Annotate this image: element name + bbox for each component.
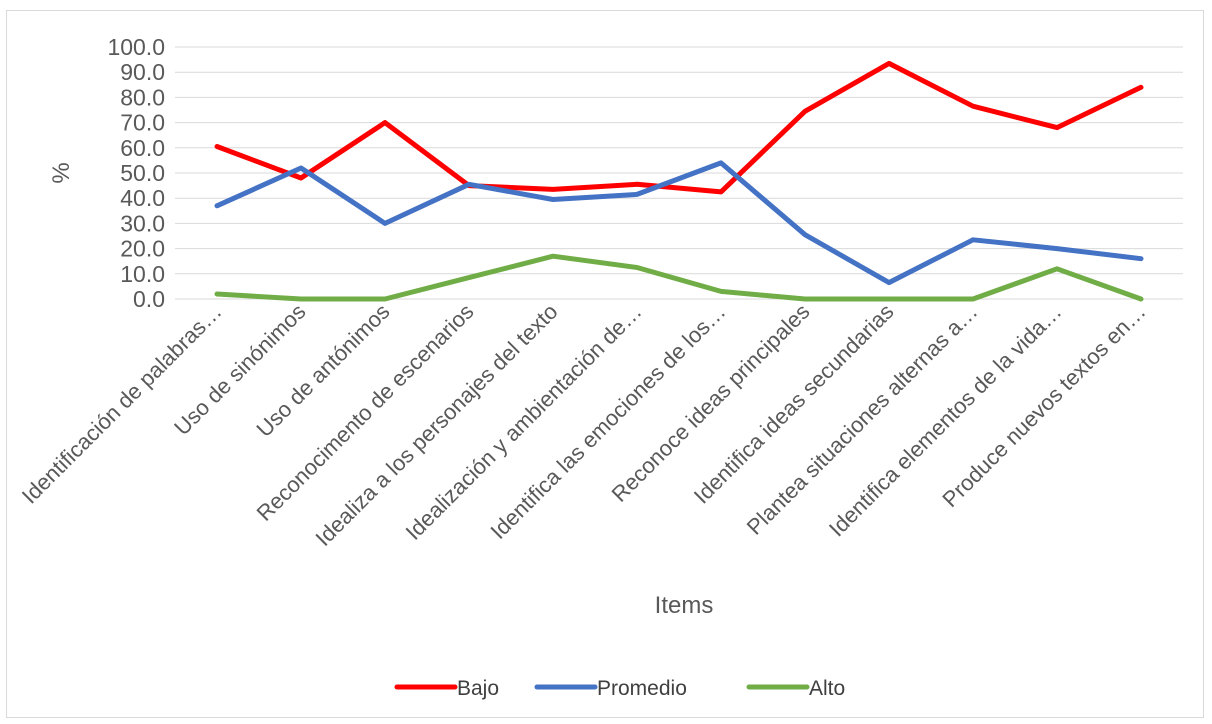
y-axis-title: % bbox=[48, 162, 75, 183]
legend: Bajo Promedio Alto bbox=[394, 677, 845, 700]
y-tick-label: 40.0 bbox=[120, 185, 165, 211]
x-axis-title: Items bbox=[655, 592, 714, 619]
y-tick-label: 20.0 bbox=[120, 236, 165, 262]
y-axis-tick-labels: 0.010.020.030.040.050.060.070.080.090.01… bbox=[107, 34, 165, 312]
y-tick-label: 10.0 bbox=[120, 261, 165, 287]
series-line-alto bbox=[214, 253, 1144, 302]
y-tick-label: 60.0 bbox=[120, 135, 165, 161]
line-chart: 0.010.020.030.040.050.060.070.080.090.01… bbox=[17, 34, 1183, 700]
y-tick-label: 80.0 bbox=[120, 84, 165, 110]
y-tick-label: 0.0 bbox=[133, 286, 165, 312]
series-line-bajo bbox=[214, 60, 1144, 195]
y-tick-label: 50.0 bbox=[120, 160, 165, 186]
y-tick-label: 90.0 bbox=[120, 59, 165, 85]
y-tick-label: 30.0 bbox=[120, 210, 165, 236]
x-axis-tick-labels: Identificación de palabras…Uso de sinóni… bbox=[17, 299, 1151, 551]
legend-label: Promedio bbox=[597, 677, 687, 700]
series-line-promedio bbox=[214, 160, 1144, 286]
legend-label: Alto bbox=[809, 677, 845, 700]
legend-label: Bajo bbox=[457, 677, 499, 700]
gridlines bbox=[175, 46, 1183, 300]
legend-item-promedio: Promedio bbox=[534, 677, 687, 700]
chart-area: 0.0 10.0 20.0 30.0 40.0 50.0 60.0 70.0 80.0 90.0 1… bbox=[6, 10, 1204, 718]
legend-item-alto: Alto bbox=[746, 677, 845, 700]
series-lines bbox=[214, 60, 1144, 302]
legend-item-bajo: Bajo bbox=[394, 677, 499, 700]
y-tick-label: 100.0 bbox=[107, 34, 165, 60]
y-tick-label: 70.0 bbox=[120, 110, 165, 136]
